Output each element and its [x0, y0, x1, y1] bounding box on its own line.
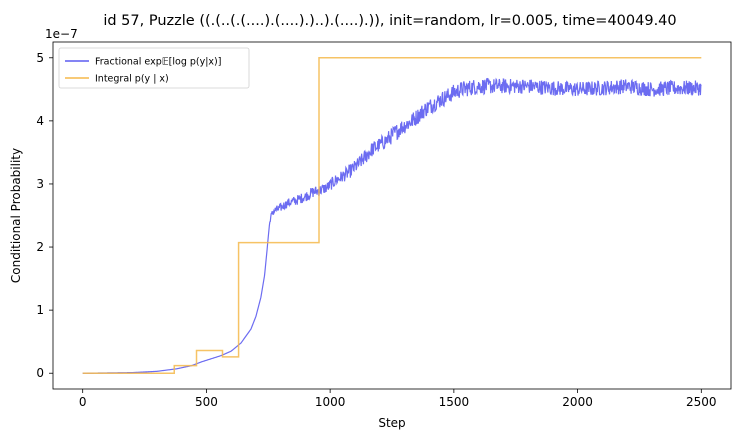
x-tick-label: 1500	[439, 395, 470, 409]
y-tick-label: 3	[36, 177, 44, 191]
y-axis-label: Conditional Probability	[9, 148, 23, 283]
y-tick-label: 4	[36, 114, 44, 128]
legend-box	[58, 47, 250, 89]
series-layer	[82, 57, 702, 374]
series-line-integral	[82, 57, 702, 374]
plot-area	[82, 57, 702, 374]
chart-title: id 57, Puzzle ((.(..(.(....).(....).)..)…	[103, 13, 676, 29]
x-tick-label: 2500	[686, 395, 717, 409]
x-tick-label: 500	[195, 395, 218, 409]
y-axis: 0 1 2 3 4 5	[36, 51, 53, 380]
y-tick-label: 1	[36, 303, 44, 317]
x-tick-label: 0	[79, 395, 87, 409]
y-tick-label: 0	[36, 366, 44, 380]
x-axis-label: Step	[378, 416, 405, 430]
plot-frame	[52, 41, 732, 390]
x-tick-label: 2000	[562, 395, 593, 409]
y-tick-label: 5	[36, 51, 44, 65]
y-offset-label: 1e−7	[45, 27, 78, 41]
legend-label-integral: Integral p(y | x)	[95, 74, 169, 85]
x-axis: 0 500 1000 1500 2000 2500	[79, 389, 717, 409]
x-tick-label: 1000	[315, 395, 346, 409]
legend-label-fractional: Fractional exp𝔼[log p(y|x)]	[95, 57, 221, 68]
y-tick-label: 2	[36, 240, 44, 254]
series-line-fractional	[82, 77, 702, 374]
legend: Fractional exp𝔼[log p(y|x)] Integral p(y…	[58, 47, 250, 89]
